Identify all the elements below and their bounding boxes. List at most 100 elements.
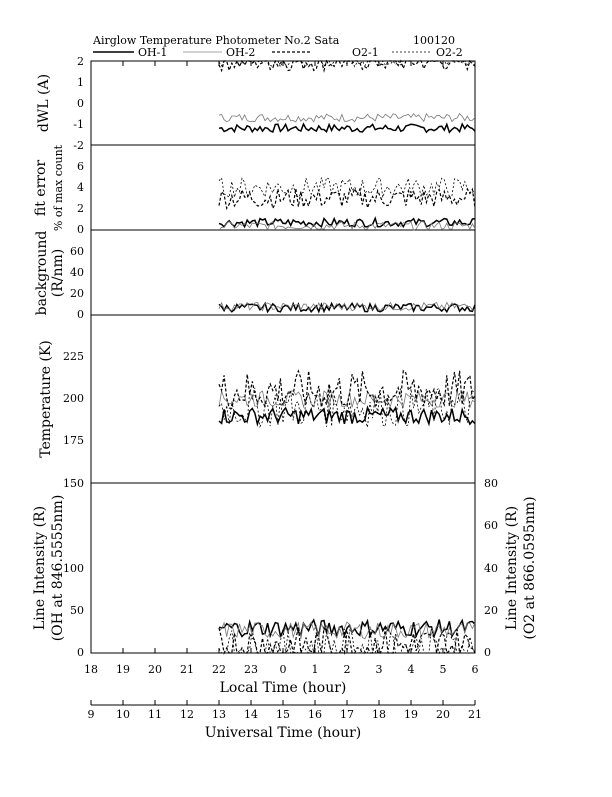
series-line-oh-2 [218, 621, 476, 640]
panel-fit-error [90, 144, 476, 231]
series-line-o2-1 [218, 187, 476, 211]
ytick: 6 [77, 160, 84, 173]
local-time-tick: 6 [472, 663, 479, 676]
legend: OH-1 OH-2 O2-1 O2-2 [93, 46, 463, 59]
ytick-right: 40 [484, 562, 498, 575]
local-time-tick: 3 [376, 663, 383, 676]
ylabel-intensity-unit: (OH at 846.5555nm) [50, 495, 66, 642]
local-time-tick: 21 [180, 663, 194, 676]
series-layer [218, 59, 476, 656]
ytick-right: 20 [484, 604, 498, 617]
local-time-tick: 19 [116, 663, 130, 676]
local-time-tick: 18 [84, 663, 98, 676]
ytick: 150 [63, 477, 84, 490]
series-line-oh-2 [218, 301, 476, 312]
legend-label-oh2: OH-2 [226, 46, 255, 59]
series-line-o2-1 [218, 626, 476, 656]
ytick: 0 [77, 646, 84, 659]
local-time-tick: 20 [148, 663, 162, 676]
ylabel-temperature: Temperature (K) [38, 340, 54, 458]
ytick: 1 [77, 76, 84, 89]
local-time-label: Local Time (hour) [220, 680, 347, 696]
ytick: 100 [63, 562, 84, 575]
series-line-oh-1 [218, 405, 476, 427]
ytick-right: 80 [484, 477, 498, 490]
ytick: 2 [77, 55, 84, 68]
yticks-background: 60 40 20 0 [70, 245, 84, 321]
universal-time-tick: 21 [468, 708, 482, 721]
chart-title: Airglow Temperature Photometer No.2 Sata [92, 34, 340, 47]
ylabel-background-unit: (R/nm) [50, 249, 66, 297]
legend-label-o21: O2-1 [352, 46, 379, 59]
series-line-o2-2 [218, 176, 476, 199]
universal-time-ticks: 9 10 11 12 13 14 15 16 17 18 19 20 21 [88, 708, 483, 721]
yticks-dwl: 2 1 0 -1 -2 [73, 55, 84, 152]
universal-time-tick: 10 [116, 708, 130, 721]
series-line-oh-1 [218, 216, 476, 229]
local-time-tick: 4 [408, 663, 415, 676]
series-line-o2-2 [218, 628, 476, 655]
ylabel-intensity-right-unit: (O2 at 866.0595nm) [522, 496, 538, 639]
ylabel-intensity-right: Line Intensity (R) [504, 506, 520, 630]
universal-time-tick: 11 [148, 708, 162, 721]
yticks-intensity-right: 80 60 40 20 0 [484, 477, 498, 659]
universal-time-label: Universal Time (hour) [205, 725, 362, 741]
ytick: 4 [77, 181, 84, 194]
yticks-intensity: 150 100 50 0 [63, 477, 84, 659]
ytick: 0 [77, 223, 84, 236]
local-time-tick: 23 [244, 663, 258, 676]
universal-time-tick: 15 [276, 708, 290, 721]
universal-time-tick: 18 [372, 708, 386, 721]
series-line-o2-1 [218, 369, 476, 410]
panel-frames [90, 60, 476, 705]
local-time-tick: 2 [344, 663, 351, 676]
ytick: 200 [63, 392, 84, 405]
ytick: 2 [77, 202, 84, 215]
series-line-oh-1 [218, 122, 476, 134]
panel-dwl [90, 60, 476, 146]
universal-time-tick: 13 [212, 708, 226, 721]
universal-time-tick: 19 [404, 708, 418, 721]
yticks-temperature: 225 200 175 [63, 350, 84, 447]
legend-label-oh1: OH-1 [138, 46, 167, 59]
ylabel-fit-error-unit: % of max count [52, 144, 65, 231]
ytick: -1 [73, 118, 84, 131]
universal-time-tick: 20 [436, 708, 450, 721]
ylabel-dwl: dWL (A) [36, 74, 52, 132]
ytick: 50 [70, 604, 84, 617]
local-time-tick: 1 [312, 663, 319, 676]
ylabel-background: background [34, 231, 50, 316]
date-code: 100120 [413, 34, 455, 47]
universal-time-tick: 12 [180, 708, 194, 721]
local-time-tick: 0 [280, 663, 287, 676]
ytick: 0 [77, 308, 84, 321]
local-time-tick: 22 [212, 663, 226, 676]
universal-time-tick: 14 [244, 708, 258, 721]
ylabel-fit-error: fit error [33, 160, 49, 217]
ytick: 225 [63, 350, 84, 363]
universal-time-tick: 17 [340, 708, 354, 721]
local-time-ticks: 18 19 20 21 22 23 0 1 2 3 4 5 6 [84, 663, 479, 676]
ytick: 60 [70, 245, 84, 258]
panel-intensity [90, 482, 476, 654]
ytick: -2 [73, 139, 84, 152]
panel-temperature [90, 314, 476, 484]
ytick-right: 60 [484, 519, 498, 532]
panel-background [90, 229, 476, 316]
legend-label-o22: O2-2 [436, 46, 463, 59]
ytick: 40 [70, 266, 84, 279]
universal-time-tick: 9 [88, 708, 95, 721]
series-line-o2-1 [218, 59, 476, 73]
yticks-fit-error: 6 4 2 0 [77, 160, 84, 236]
ytick: 20 [70, 287, 84, 300]
series-line-oh-2 [218, 220, 476, 231]
series-line-oh-2 [218, 112, 476, 123]
ytick-right: 0 [484, 646, 491, 659]
ytick: 175 [63, 434, 84, 447]
local-time-tick: 5 [440, 663, 447, 676]
ylabel-intensity: Line Intensity (R) [32, 506, 48, 630]
series-line-o2-2 [218, 60, 476, 68]
ytick: 0 [77, 97, 84, 110]
series-line-oh-1 [218, 301, 476, 314]
universal-time-tick: 16 [308, 708, 322, 721]
